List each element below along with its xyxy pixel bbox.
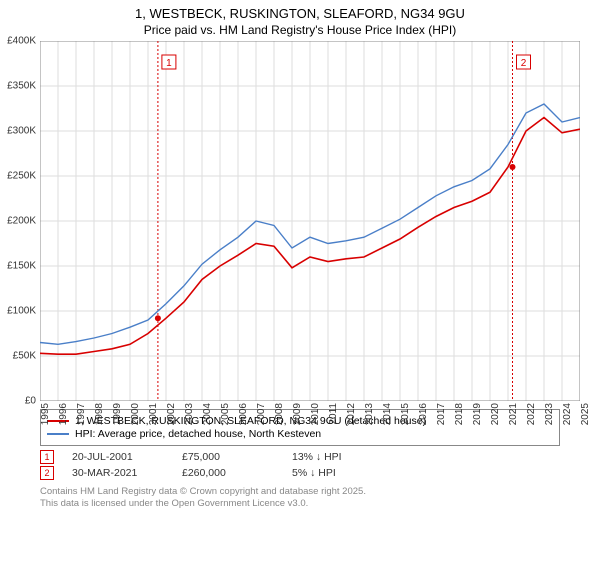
line-chart: 12 — [40, 41, 580, 401]
chart-subtitle: Price paid vs. HM Land Registry's House … — [0, 23, 600, 37]
x-tick-label: 2018 — [454, 403, 465, 443]
x-tick-label: 1998 — [94, 403, 105, 443]
datapoint-row: 1 20-JUL-2001£75,00013% ↓ HPI — [40, 450, 560, 464]
chart-area: 12 £0£50K£100K£150K£200K£250K£300K£350K£… — [40, 41, 600, 401]
x-tick-label: 2005 — [220, 403, 231, 443]
x-tick-label: 2013 — [364, 403, 375, 443]
x-tick-label: 2011 — [328, 403, 339, 443]
y-tick-label: £300K — [7, 126, 36, 137]
y-tick-label: £350K — [7, 81, 36, 92]
y-tick-label: £400K — [7, 36, 36, 47]
x-tick-label: 1996 — [58, 403, 69, 443]
x-tick-label: 2007 — [256, 403, 267, 443]
marker-icon: 1 — [40, 450, 54, 464]
datapoint-date: 30-MAR-2021 — [72, 467, 182, 479]
x-tick-label: 2009 — [292, 403, 303, 443]
x-tick-label: 2024 — [562, 403, 573, 443]
datapoint-date: 20-JUL-2001 — [72, 451, 182, 463]
datapoint-list: 1 20-JUL-2001£75,00013% ↓ HPI 2 30-MAR-2021… — [0, 450, 600, 480]
x-tick-label: 2010 — [310, 403, 321, 443]
x-tick-label: 2020 — [490, 403, 501, 443]
x-tick-label: 2003 — [184, 403, 195, 443]
datapoint-price: £260,000 — [182, 467, 292, 479]
x-tick-label: 2006 — [238, 403, 249, 443]
y-tick-label: £250K — [7, 171, 36, 182]
x-tick-label: 1995 — [40, 403, 51, 443]
y-tick-label: £150K — [7, 261, 36, 272]
x-tick-label: 2014 — [382, 403, 393, 443]
x-tick-label: 2001 — [148, 403, 159, 443]
x-tick-label: 2000 — [130, 403, 141, 443]
marker-icon: 2 — [40, 466, 54, 480]
footer-line: Contains HM Land Registry data © Crown c… — [40, 486, 560, 498]
y-tick-label: £200K — [7, 216, 36, 227]
svg-text:1: 1 — [166, 58, 172, 69]
x-tick-label: 2017 — [436, 403, 447, 443]
x-tick-label: 1999 — [112, 403, 123, 443]
footer-line: This data is licensed under the Open Gov… — [40, 498, 560, 510]
y-tick-label: £0 — [25, 396, 36, 407]
datapoint-row: 2 30-MAR-2021£260,0005% ↓ HPI — [40, 466, 560, 480]
x-tick-label: 2019 — [472, 403, 483, 443]
x-tick-label: 2016 — [418, 403, 429, 443]
datapoint-delta: 5% ↓ HPI — [292, 467, 402, 479]
x-tick-label: 2002 — [166, 403, 177, 443]
datapoint-price: £75,000 — [182, 451, 292, 463]
x-tick-label: 1997 — [76, 403, 87, 443]
svg-text:2: 2 — [521, 58, 527, 69]
x-tick-label: 2021 — [508, 403, 519, 443]
x-tick-label: 2012 — [346, 403, 357, 443]
y-tick-label: £50K — [13, 351, 36, 362]
x-tick-label: 2015 — [400, 403, 411, 443]
x-tick-label: 2008 — [274, 403, 285, 443]
x-tick-label: 2025 — [580, 403, 591, 443]
y-tick-label: £100K — [7, 306, 36, 317]
chart-title: 1, WESTBECK, RUSKINGTON, SLEAFORD, NG34 … — [0, 6, 600, 21]
datapoint-delta: 13% ↓ HPI — [292, 451, 402, 463]
footer: Contains HM Land Registry data © Crown c… — [40, 486, 560, 511]
x-tick-label: 2023 — [544, 403, 555, 443]
x-tick-label: 2004 — [202, 403, 213, 443]
x-tick-label: 2022 — [526, 403, 537, 443]
